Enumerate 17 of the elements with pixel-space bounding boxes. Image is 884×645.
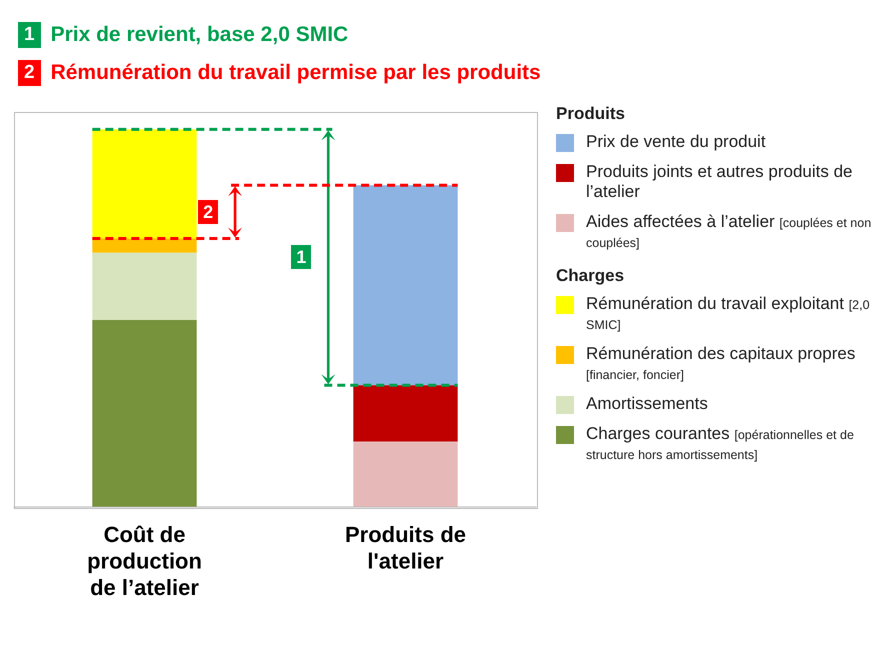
legend-label: Prix de vente du produit (586, 132, 766, 152)
legend-label: Charges courantes [opérationnelles et de structure hors amortissements] (586, 424, 855, 464)
text: 2 (24, 62, 35, 83)
text: Aides affectées à l’atelier [couplées et non couplées] (586, 212, 872, 250)
legend-label: Produits joints et autres produits de l’atelier (586, 162, 854, 202)
annotation: 2 (198, 200, 218, 224)
x-tick-label: Coût de production de l’atelier (87, 522, 202, 600)
text: Prix de revient, base 2,0 SMIC (50, 23, 348, 47)
text: Charges (556, 266, 626, 286)
annotation: 1 (291, 245, 312, 270)
legend-label: Amortissements (586, 394, 708, 414)
x-tick-label: Produits de l'atelier (344, 522, 466, 574)
text: Rémunération du travail exploitant [2,0 SMIC] (586, 294, 870, 332)
text: Produits (556, 104, 626, 124)
text: 1 (24, 24, 35, 45)
text: Rémunération du travail permise par les produits (50, 61, 541, 85)
legend-label: Rémunération des capitaux propres [financier, foncier] (586, 344, 856, 384)
